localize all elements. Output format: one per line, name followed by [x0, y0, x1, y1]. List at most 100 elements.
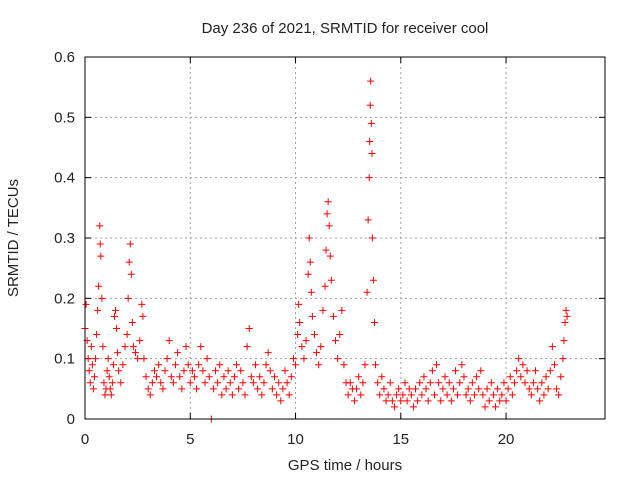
data-point — [542, 373, 550, 381]
data-point — [393, 391, 401, 399]
data-point — [106, 385, 114, 393]
data-point — [519, 361, 527, 369]
data-point — [563, 312, 571, 320]
data-point — [144, 385, 152, 393]
data-point — [285, 391, 293, 399]
data-point — [357, 391, 365, 399]
data-point — [188, 367, 196, 375]
data-point — [384, 391, 392, 399]
data-point — [374, 379, 382, 387]
data-point — [504, 385, 512, 393]
data-point — [184, 361, 192, 369]
data-point — [439, 385, 447, 393]
data-point — [538, 379, 546, 387]
data-point — [199, 367, 207, 375]
data-point — [508, 391, 516, 399]
data-point — [397, 397, 405, 405]
data-point — [136, 337, 144, 345]
data-point — [304, 270, 312, 278]
data-point — [110, 312, 118, 320]
data-point — [525, 385, 533, 393]
data-point — [483, 385, 491, 393]
data-point — [245, 325, 253, 332]
data-point — [218, 391, 226, 399]
data-point — [93, 331, 101, 339]
data-point — [317, 343, 325, 351]
data-point — [452, 367, 460, 375]
data-point — [165, 337, 173, 345]
data-point — [420, 373, 428, 381]
y-axis-label: SRMTID / TECUs — [5, 179, 22, 297]
data-point — [92, 355, 100, 363]
data-point — [321, 282, 329, 290]
data-point — [306, 258, 314, 266]
data-point — [523, 367, 531, 375]
data-point — [395, 385, 403, 393]
data-point — [430, 391, 438, 399]
data-point — [529, 379, 537, 387]
data-point — [256, 373, 264, 381]
data-point — [132, 349, 140, 357]
plot-frame — [84, 56, 606, 420]
data-point — [468, 379, 476, 387]
data-point — [359, 379, 367, 387]
data-point — [437, 397, 445, 405]
data-point — [228, 391, 236, 399]
data-point — [376, 391, 384, 399]
data-point — [140, 355, 148, 363]
data-point — [502, 397, 510, 405]
data-point — [176, 373, 184, 381]
data-point — [96, 222, 104, 230]
data-point — [112, 306, 120, 314]
data-point — [498, 391, 506, 399]
data-point — [101, 391, 109, 399]
data-point — [532, 367, 540, 375]
data-point — [307, 288, 315, 296]
data-point — [275, 379, 283, 387]
y-tick-label: 0 — [67, 411, 75, 428]
y-tick-label: 0.6 — [54, 49, 75, 66]
data-point — [336, 331, 344, 339]
data-point — [235, 385, 243, 393]
data-point — [464, 385, 472, 393]
data-point — [456, 379, 464, 387]
data-point — [527, 391, 535, 399]
data-point — [155, 361, 163, 369]
data-point — [203, 355, 211, 363]
data-point — [386, 379, 394, 387]
data-point — [100, 379, 108, 387]
data-point — [401, 379, 409, 387]
data-point — [247, 373, 255, 381]
data-point — [139, 312, 147, 320]
data-point — [479, 391, 487, 399]
data-point — [473, 373, 481, 381]
data-point — [205, 373, 213, 381]
data-point — [324, 198, 332, 206]
data-point — [124, 294, 132, 302]
data-point — [414, 397, 422, 405]
data-point — [458, 361, 466, 369]
data-point — [302, 337, 310, 345]
data-point — [390, 403, 398, 411]
data-point — [506, 373, 514, 381]
data-point — [237, 367, 245, 375]
data-point — [553, 385, 561, 393]
data-point — [378, 373, 386, 381]
data-point — [241, 391, 249, 399]
data-point — [485, 397, 493, 405]
data-point — [366, 101, 374, 109]
y-tick-label: 0.4 — [54, 170, 75, 187]
data-point — [264, 349, 272, 357]
data-point — [258, 391, 266, 399]
data-point — [338, 306, 346, 314]
data-point — [254, 385, 262, 393]
data-point — [326, 252, 334, 260]
data-point — [163, 355, 171, 363]
data-point — [353, 385, 361, 393]
data-point — [428, 367, 436, 375]
data-point — [98, 294, 106, 302]
y-tick-label: 0.3 — [54, 230, 75, 247]
data-point — [148, 379, 156, 387]
data-point — [239, 379, 247, 387]
data-point — [174, 349, 182, 357]
